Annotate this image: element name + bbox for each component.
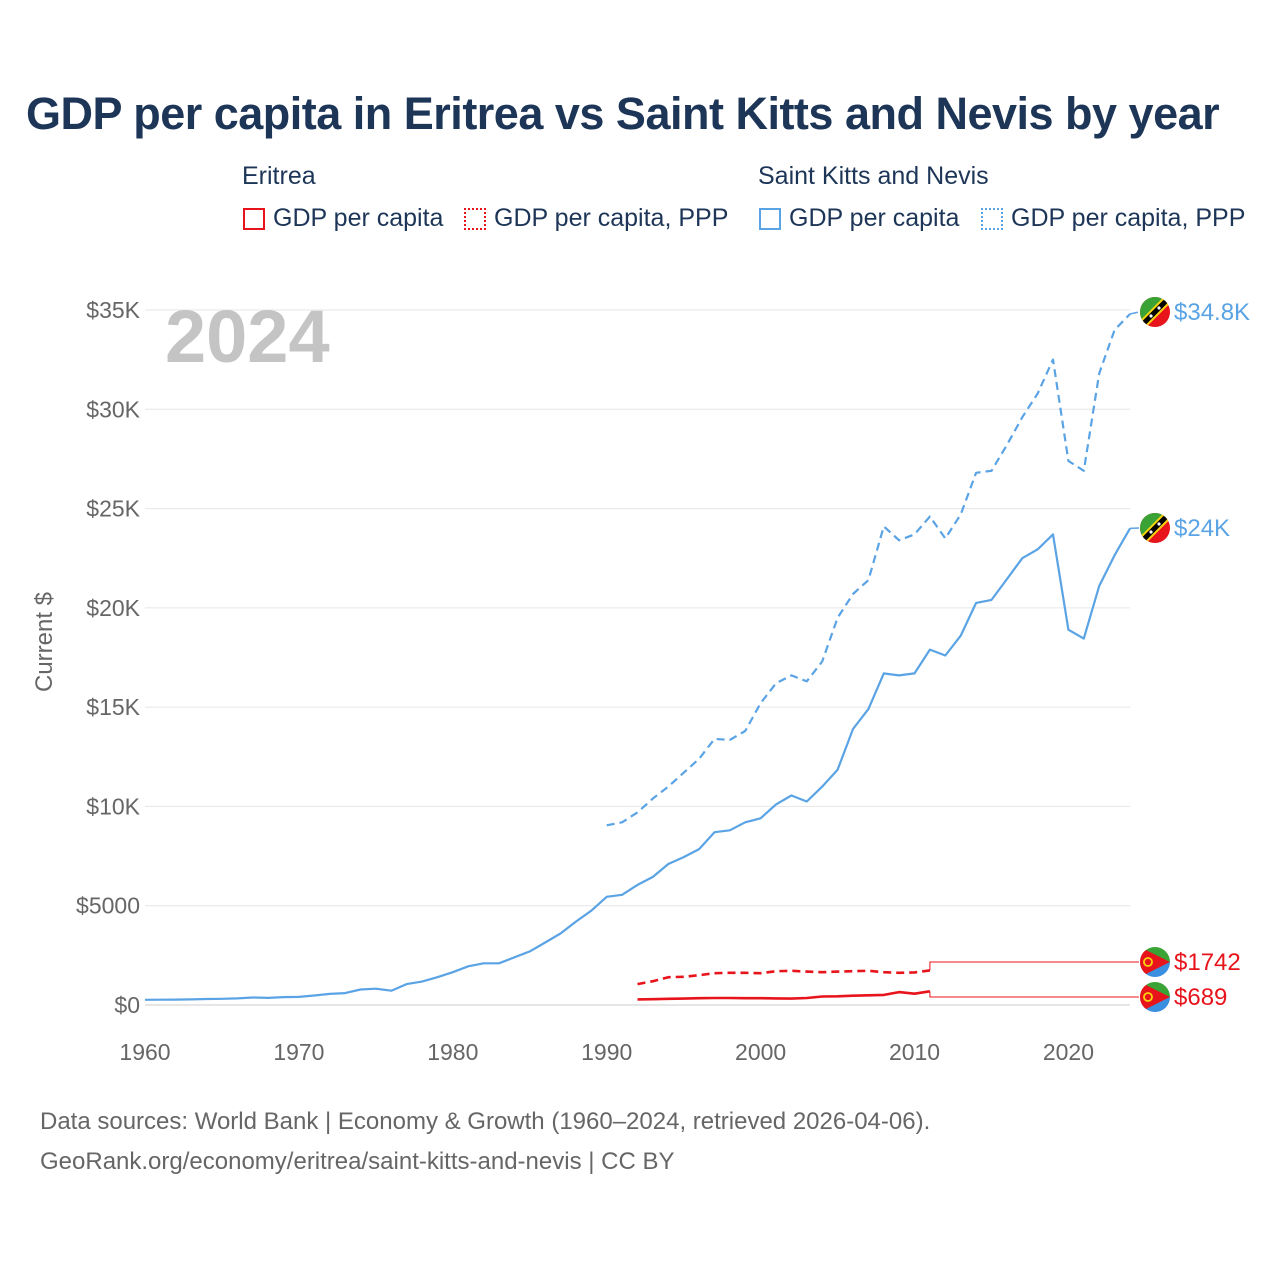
footer-link[interactable]: GeoRank.org/economy/eritrea/saint-kitts-… (40, 1148, 675, 1175)
legend-item-skn-ppp[interactable]: GDP per capita, PPP (981, 204, 1245, 233)
legend-group-saint-kitts: Saint Kitts and Nevis (758, 162, 989, 190)
legend-label: GDP per capita, PPP (1011, 204, 1246, 232)
saint-kitts-flag-icon (1140, 297, 1170, 327)
series-line (606, 313, 1131, 827)
x-tick-label: 2000 (735, 1039, 786, 1065)
legend-item-eritrea-gdp[interactable]: GDP per capita (243, 204, 443, 233)
end-labels: $34.8K $24K $1742 $689 (1174, 299, 1250, 1011)
label-connector (929, 961, 1139, 971)
legend-swatch-solid-blue (759, 207, 781, 230)
label-connector (929, 991, 1139, 998)
legend-item-skn-gdp[interactable]: GDP per capita (759, 204, 959, 233)
label-connectors (929, 311, 1140, 998)
y-axis-label: Current $ (31, 592, 58, 692)
flag-markers (1140, 297, 1170, 1012)
series-lines (144, 313, 1131, 1001)
page-title: GDP per capita in Eritrea vs Saint Kitts… (26, 88, 1220, 139)
label-connector (1129, 311, 1140, 315)
x-tick-label: 1990 (581, 1039, 632, 1065)
end-value-label: $1742 (1174, 949, 1241, 976)
legend-group-eritrea: Eritrea (242, 162, 316, 190)
end-value-label: $34.8K (1174, 299, 1250, 326)
year-watermark: 2024 (165, 295, 330, 378)
y-axis-ticks: $0 $5000 $10K $15K $20K $25K $30K $35K (76, 297, 141, 1018)
series-line (144, 527, 1131, 1001)
y-tick-label: $10K (86, 793, 140, 819)
legend-label: GDP per capita (273, 204, 444, 232)
end-value-label: $24K (1174, 515, 1230, 542)
x-axis-ticks: 1960 1970 1980 1990 2000 2010 2020 (119, 1039, 1094, 1065)
series-line (637, 969, 931, 986)
legend-label: GDP per capita, PPP (494, 204, 729, 232)
end-value-label: $689 (1174, 984, 1227, 1011)
grid-lines (145, 309, 1130, 1006)
legend-swatch-solid-red (243, 207, 265, 230)
y-tick-label: $35K (86, 297, 140, 323)
x-tick-label: 2010 (889, 1039, 940, 1065)
eritrea-flag-icon (1140, 982, 1170, 1012)
y-tick-label: $0 (114, 992, 140, 1018)
y-tick-label: $25K (86, 496, 140, 522)
legend-label: GDP per capita (789, 204, 960, 232)
x-tick-label: 1960 (119, 1039, 170, 1065)
y-tick-label: $30K (86, 396, 140, 422)
x-tick-label: 2020 (1043, 1039, 1094, 1065)
eritrea-flag-icon (1140, 947, 1170, 977)
x-tick-label: 1980 (427, 1039, 478, 1065)
saint-kitts-flag-icon (1140, 513, 1170, 543)
y-tick-label: $5000 (76, 893, 140, 919)
series-line (637, 990, 931, 1001)
footer-sources: Data sources: World Bank | Economy & Gro… (40, 1108, 931, 1135)
y-tick-label: $20K (86, 595, 140, 621)
legend-swatch-dotted-red (464, 207, 486, 230)
legend-item-eritrea-ppp[interactable]: GDP per capita, PPP (464, 204, 728, 233)
y-tick-label: $15K (86, 694, 140, 720)
legend-swatch-dotted-blue (981, 207, 1003, 230)
x-tick-label: 1970 (273, 1039, 324, 1065)
